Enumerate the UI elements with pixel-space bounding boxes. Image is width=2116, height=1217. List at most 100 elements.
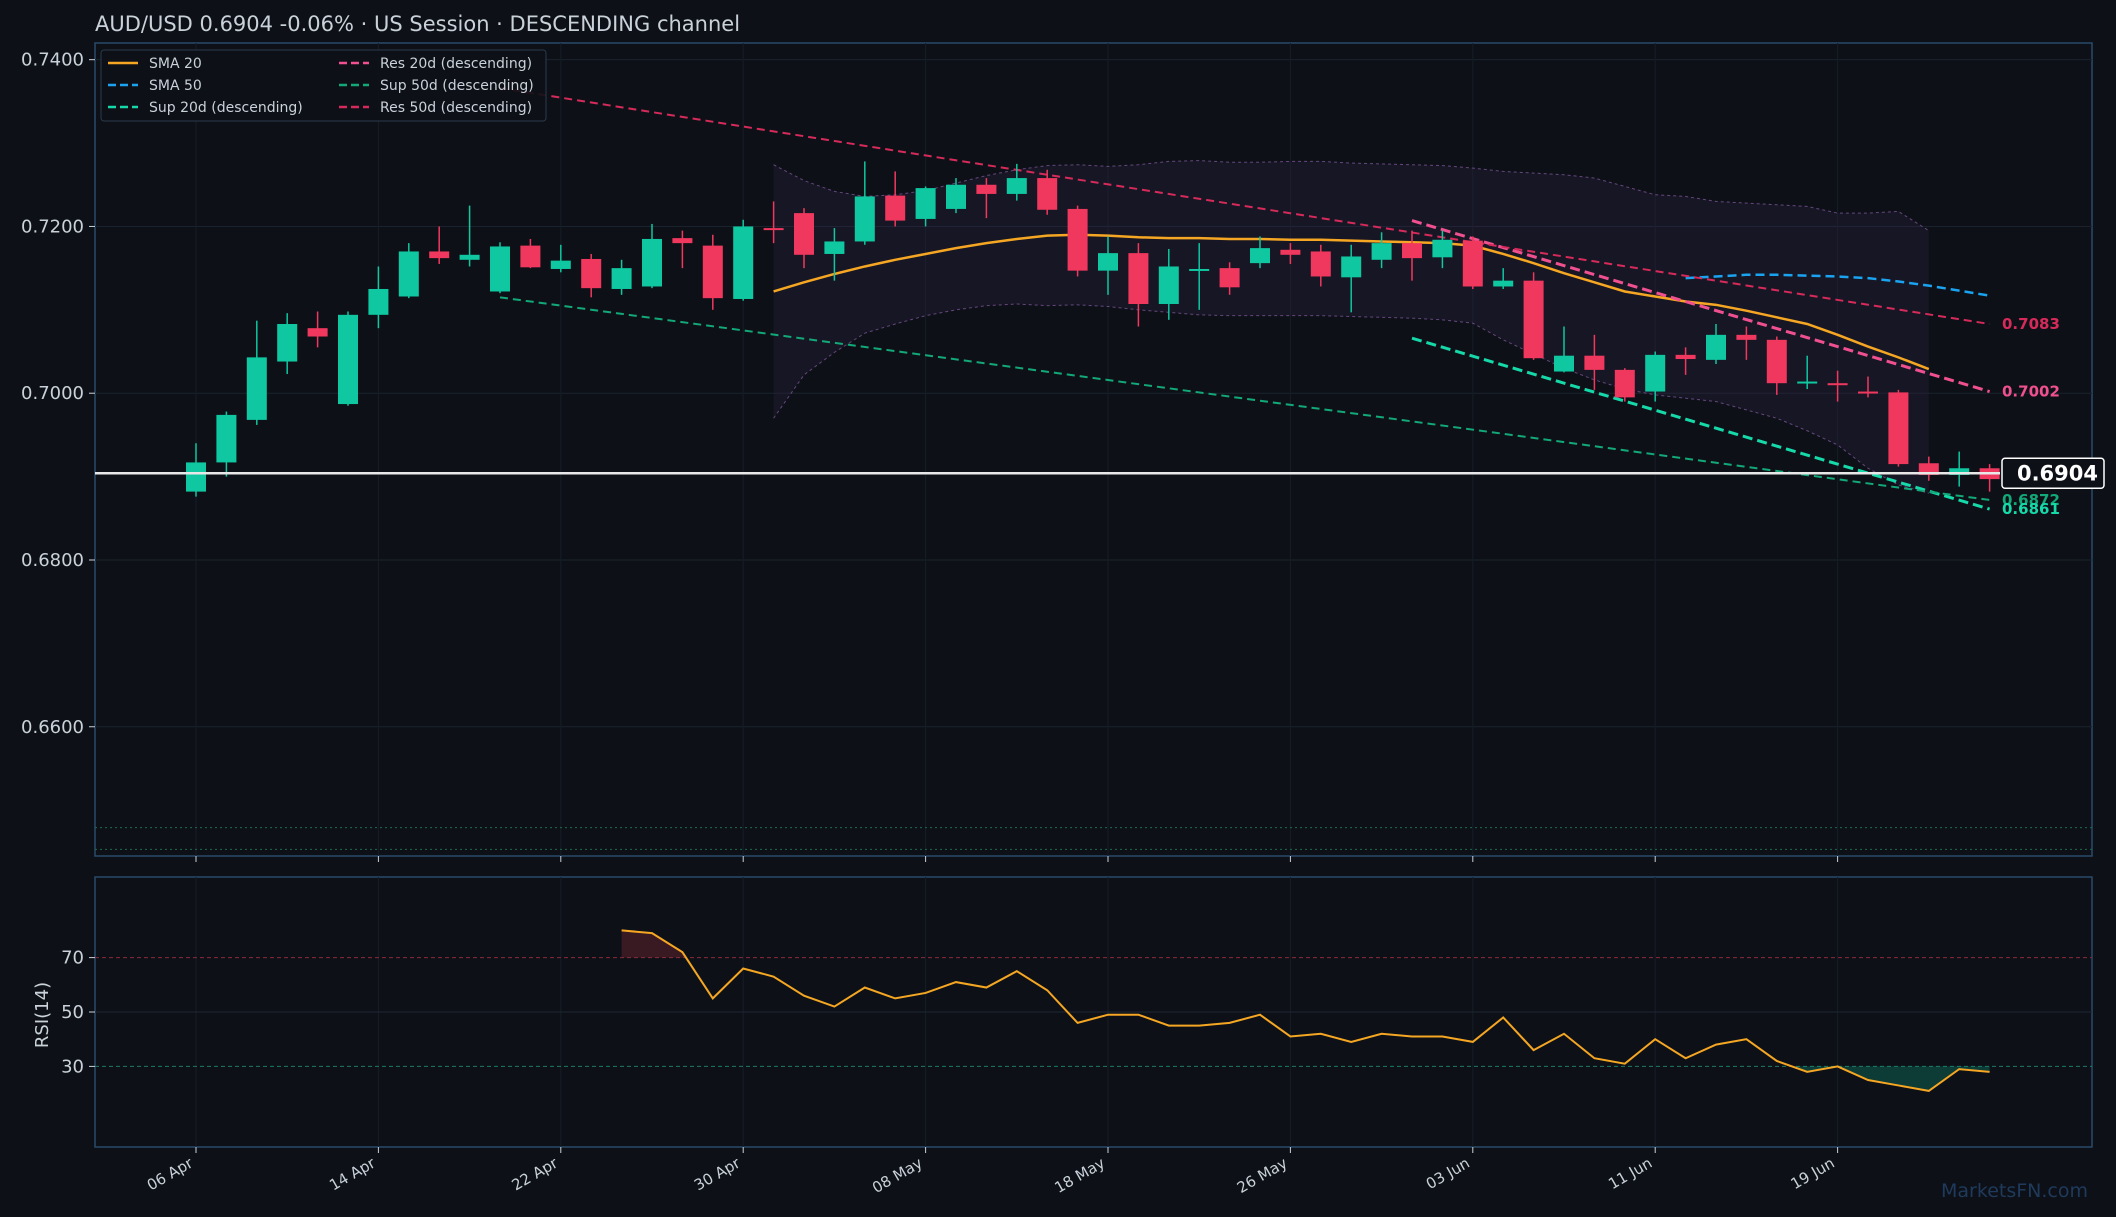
candle	[946, 178, 966, 214]
rsi-overbought-fill	[621, 930, 686, 958]
candle	[1402, 230, 1422, 281]
candle-body	[915, 188, 936, 219]
legend-label: SMA 50	[149, 78, 202, 94]
candle	[1006, 163, 1027, 201]
candle-body	[1067, 208, 1088, 271]
candle	[1067, 205, 1088, 277]
candle-body	[1766, 339, 1787, 384]
candle-body	[702, 245, 723, 299]
legend-label: Res 50d (descending)	[380, 100, 532, 116]
candle	[186, 443, 206, 497]
reference-lines	[95, 472, 2092, 850]
candle	[1766, 336, 1787, 395]
candle-body	[1006, 178, 1027, 194]
candle-body	[611, 268, 632, 289]
candle	[885, 171, 906, 227]
sma50-line	[1685, 273, 1990, 297]
price-tick-label: 0.7400	[21, 50, 84, 71]
indicator-lines	[499, 87, 1991, 511]
rsi-tick-label: 30	[61, 1056, 84, 1077]
price-panel: 0.7400 0.7200 0.7000 0.6800 0.6600 0.6904 0.7…	[21, 42, 2105, 857]
chart-title: AUD/USD 0.6904 -0.06% · US Session · DES…	[95, 12, 740, 36]
candle	[1918, 456, 1939, 481]
candle-body	[1645, 354, 1666, 392]
candle-body	[1250, 248, 1270, 264]
candle-body	[1098, 253, 1118, 271]
candles	[186, 161, 2000, 497]
candle	[1827, 370, 1848, 402]
candle-body	[1189, 268, 1210, 271]
candle	[368, 266, 389, 329]
candle	[976, 178, 997, 219]
candle-body	[186, 462, 206, 492]
candle	[915, 186, 936, 227]
candle	[1736, 326, 1757, 360]
candle-body	[581, 258, 602, 289]
candle	[1462, 236, 1483, 289]
bollinger-fill	[773, 160, 1929, 494]
candle	[1341, 244, 1362, 313]
candle-body	[338, 314, 358, 405]
rsi-grid	[95, 877, 2092, 1147]
candle-body	[368, 288, 389, 315]
bollinger-upper	[773, 160, 1930, 232]
candle	[763, 201, 784, 244]
candle	[1219, 262, 1240, 295]
rsi-series-line	[621, 929, 1990, 1092]
candle	[824, 228, 845, 281]
candle	[1158, 248, 1179, 320]
candle-body	[1371, 243, 1392, 260]
candle	[307, 311, 328, 348]
last-price-label: 0.6904	[2017, 461, 2098, 485]
legend-box	[100, 49, 547, 122]
candle-body	[246, 357, 267, 420]
candle-body	[1462, 240, 1483, 287]
candle-body	[1949, 468, 1970, 475]
candle	[1493, 268, 1514, 289]
price-tick-label: 0.7000	[21, 383, 84, 404]
candle	[398, 243, 419, 299]
sma20-line	[773, 233, 1930, 371]
candle	[1706, 324, 1726, 365]
candle	[1584, 334, 1605, 390]
price-axis: 0.7400 0.7200 0.7000 0.6800 0.6600	[21, 50, 95, 738]
candle-body	[520, 245, 541, 268]
legend-label: Sup 20d (descending)	[149, 100, 303, 116]
rsi-axis-label: RSI(14)	[32, 982, 53, 1048]
candle-body	[1219, 268, 1240, 288]
candle-body	[672, 238, 693, 244]
candle-body	[1554, 355, 1574, 372]
rsi-tick-label: 50	[61, 1002, 84, 1023]
candle	[550, 244, 571, 273]
candle-body	[1402, 243, 1422, 259]
rsi-line	[621, 929, 1990, 1092]
res50-level-label: 0.7083	[2002, 315, 2060, 333]
candle-body	[1614, 369, 1635, 398]
candle-body	[490, 246, 510, 292]
price-tick-label: 0.6600	[21, 717, 84, 738]
candle	[581, 253, 602, 298]
candle	[277, 313, 298, 375]
candle	[1310, 244, 1331, 287]
candle	[1189, 243, 1210, 310]
candle-body	[1523, 280, 1544, 359]
candle	[490, 242, 510, 294]
price-tick-label: 0.7200	[21, 216, 84, 237]
sup50-line	[499, 296, 1990, 501]
candle	[338, 311, 358, 406]
candle	[246, 320, 267, 425]
candle	[672, 230, 693, 269]
candle-body	[307, 328, 328, 337]
candle-body	[1918, 463, 1939, 475]
sup50-level-label: 0.6872	[2002, 491, 2060, 509]
last-price-box	[2001, 457, 2105, 490]
candle	[1554, 326, 1574, 373]
candle-body	[763, 228, 784, 231]
candle	[854, 161, 875, 245]
legend: SMA 20 SMA 50 Sup 20d (descending) Res 20d …	[100, 49, 547, 122]
candle	[1949, 451, 1970, 487]
candle-body	[1280, 249, 1301, 255]
